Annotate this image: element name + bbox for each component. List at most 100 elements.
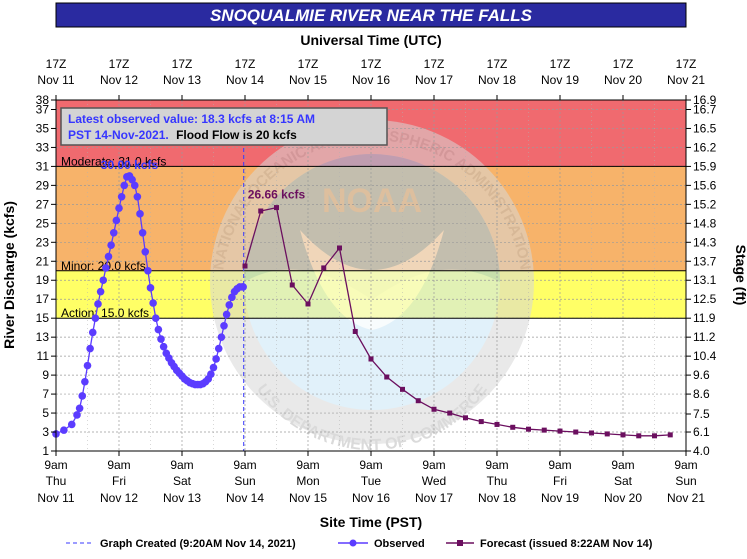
forecast-point: [352, 328, 358, 334]
band-label-moderate: Moderate: 31.0 kcfs: [61, 154, 166, 168]
bottom-tick-time: 9am: [611, 458, 634, 472]
observed-point: [117, 192, 126, 201]
right-tick-label: 7.5: [693, 407, 710, 421]
legend-forecast-marker: [457, 540, 463, 546]
forecast-point: [368, 356, 374, 362]
observed-point: [130, 181, 139, 190]
top-tick-date: Nov 13: [163, 73, 201, 87]
top-tick-time: 17Z: [613, 57, 634, 71]
bottom-tick-date: Nov 18: [478, 491, 516, 505]
legend-created-label: Graph Created (9:20AM Nov 14, 2021): [100, 538, 296, 550]
observed-point: [104, 252, 113, 261]
bottom-tick-date: Nov 19: [541, 491, 579, 505]
bottom-tick-day: Fri: [553, 474, 567, 488]
top-tick-time: 17Z: [550, 57, 571, 71]
observed-point: [217, 333, 226, 341]
top-tick-time: 17Z: [487, 57, 508, 71]
observed-point: [209, 363, 218, 372]
forecast-point: [620, 432, 626, 438]
forecast-point: [573, 429, 579, 435]
right-tick-label: 16.7: [693, 102, 717, 116]
legend-observed-marker: [349, 539, 357, 547]
series-layer: [52, 172, 673, 439]
left-tick-label: 5: [42, 406, 49, 420]
bottom-tick-time: 9am: [485, 458, 508, 472]
peak-labels: 30.00 kcfs 26.66 kcfs: [101, 158, 306, 202]
top-tick-time: 17Z: [46, 57, 67, 71]
observed-point: [225, 301, 234, 309]
right-axis-ticks: 4.0 6.1 7.5 8.6 9.6 10.4 11.2 11.9 12.5 13.1 13.7 1…: [686, 93, 717, 458]
observed-point: [73, 411, 81, 419]
right-tick-label: 16.9: [693, 93, 717, 107]
top-axis-title: Universal Time (UTC): [300, 32, 441, 48]
observed-point: [115, 204, 123, 212]
observed-point: [107, 241, 115, 249]
right-tick-label: 12.5: [693, 292, 717, 306]
top-tick-date: Nov 14: [226, 73, 264, 87]
forecast-point: [652, 433, 657, 439]
observed-point: [212, 355, 220, 363]
top-tick-date: Nov 21: [667, 73, 705, 87]
left-tick-label: 9: [42, 368, 49, 382]
observed-point: [133, 192, 142, 201]
info-line-2-date: PST 14-Nov-2021.: [68, 128, 169, 142]
bottom-tick-time: 9am: [296, 458, 319, 472]
forecast-point: [415, 398, 421, 404]
observed-peak-label: 30.00 kcfs: [101, 158, 159, 172]
bottom-tick-day: Tue: [361, 474, 382, 488]
bottom-tick-date: Nov 21: [667, 491, 705, 505]
left-tick-label: 31: [36, 159, 50, 173]
forecast-point: [541, 427, 547, 433]
legend-observed-label: Observed: [374, 538, 425, 550]
bottom-tick-time: 9am: [170, 458, 193, 472]
left-tick-label: 3: [42, 425, 49, 439]
bottom-tick-day: Thu: [487, 474, 508, 488]
bottom-tick-day: Sun: [234, 474, 255, 488]
right-tick-label: 9.6: [693, 368, 710, 382]
bottom-tick-day: Mon: [296, 474, 319, 488]
threshold-lines: [56, 165, 686, 319]
observed-point: [78, 392, 87, 400]
observed-point: [94, 300, 102, 308]
forecast-point: [242, 263, 248, 269]
forecast-point: [431, 406, 437, 412]
observed-point: [75, 404, 84, 413]
observed-point: [220, 321, 228, 330]
top-tick-date: Nov 20: [604, 73, 642, 87]
observed-point: [60, 426, 68, 434]
observed-point: [112, 216, 121, 225]
observed-point: [151, 314, 160, 322]
left-tick-label: 25: [36, 216, 50, 230]
observed-point: [239, 283, 247, 291]
right-tick-label: 10.4: [693, 349, 717, 363]
bottom-tick-date: Nov 16: [352, 491, 390, 505]
top-tick-date: Nov 15: [289, 73, 327, 87]
info-line-2-flood: Flood Flow is 20 kcfs: [176, 128, 297, 142]
observed-point: [149, 299, 157, 307]
right-tick-label: 14.8: [693, 216, 717, 230]
info-box-frame: [60, 107, 388, 146]
watermark-sky: [244, 154, 500, 300]
observed-point: [109, 229, 118, 237]
left-tick-label: 11: [37, 349, 50, 363]
info-line-2: PST 14-Nov-2021. Flood Flow is 20 kcfs: [68, 128, 297, 142]
bottom-tick-date: Nov 11: [37, 491, 74, 505]
right-tick-label: 16.2: [693, 140, 717, 154]
forecast-point: [384, 374, 390, 380]
bottom-tick-time: 9am: [422, 458, 445, 472]
observed-point: [154, 325, 163, 334]
top-tick-time: 17Z: [676, 57, 697, 71]
right-tick-label: 14.3: [693, 235, 717, 249]
bottom-tick-day: Wed: [422, 474, 446, 488]
observed-point: [144, 266, 152, 275]
top-tick-time: 17Z: [298, 57, 319, 71]
bottom-tick-date: Nov 17: [415, 491, 453, 505]
bottom-tick-time: 9am: [548, 458, 571, 472]
watermark-center-text: NOAA: [322, 182, 422, 220]
info-box: Latest observed value: 18.3 kcfs at 8:15…: [60, 107, 388, 146]
observed-point: [146, 284, 155, 292]
forecast-point: [478, 419, 484, 425]
forecast-point: [337, 245, 342, 251]
